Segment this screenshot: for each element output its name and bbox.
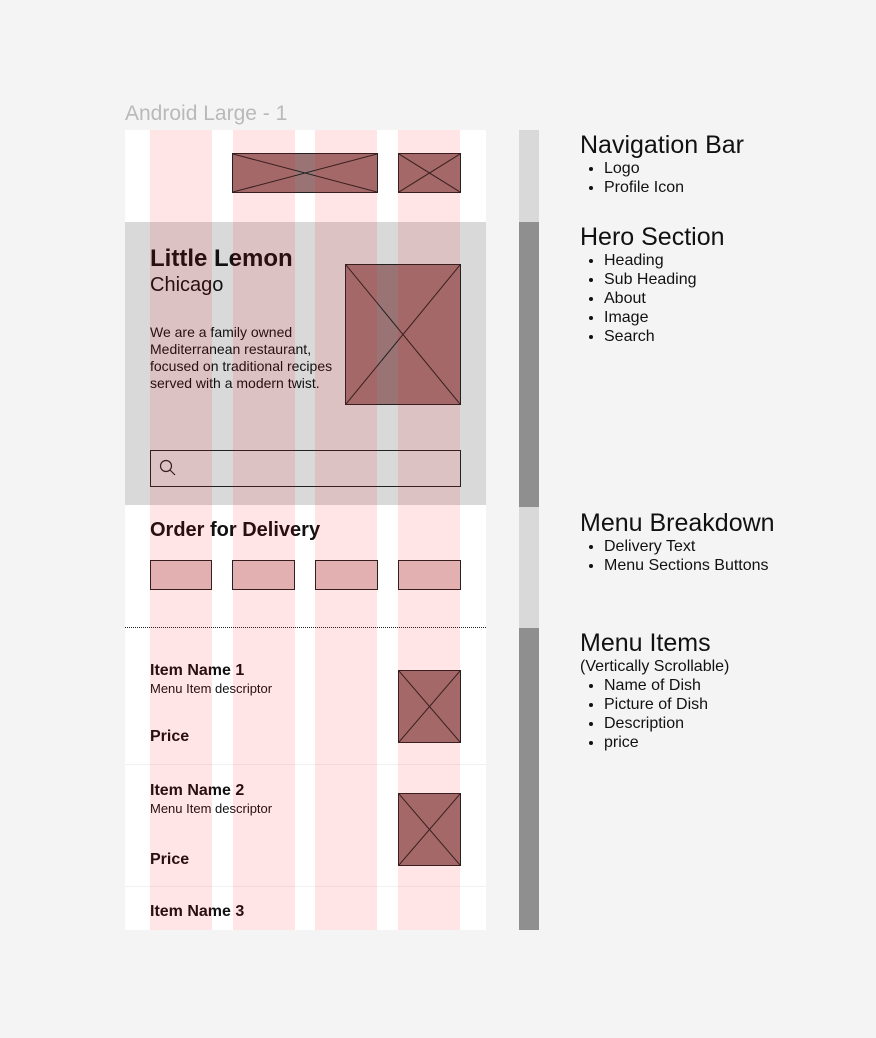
grid-column	[150, 130, 212, 930]
annotation-title: Menu Items	[580, 629, 711, 657]
annotation-list: Delivery Text Menu Sections Buttons	[580, 537, 775, 575]
annotation-bullet: Profile Icon	[604, 178, 744, 197]
annotation-title: Hero Section	[580, 223, 725, 251]
hero-image-placeholder	[345, 264, 461, 405]
annotation-menu-breakdown: Menu Breakdown Delivery Text Menu Sectio…	[580, 509, 775, 575]
menu-section-button[interactable]	[150, 560, 212, 590]
dish-image-placeholder[interactable]	[398, 670, 461, 743]
annotation-bullet: price	[604, 733, 729, 752]
hero-heading: Little Lemon	[150, 245, 293, 272]
dish-image-placeholder[interactable]	[398, 793, 461, 866]
annotation-list: Heading Sub Heading About Image Search	[580, 251, 725, 346]
menu-section-button[interactable]	[398, 560, 461, 590]
annotation-bullet: Menu Sections Buttons	[604, 556, 775, 575]
annotation-navigation-bar: Navigation Bar Logo Profile Icon	[580, 131, 744, 197]
annotation-bullet: Heading	[604, 251, 725, 270]
annotation-bullet: Picture of Dish	[604, 695, 729, 714]
annotation-bullet: Sub Heading	[604, 270, 725, 289]
section-bar-navigation	[519, 130, 539, 222]
item-name: Item Name 2	[150, 782, 245, 799]
annotation-list: Logo Profile Icon	[580, 159, 744, 197]
delivery-text: Order for Delivery	[150, 519, 321, 541]
annotation-title: Menu Breakdown	[580, 509, 775, 537]
logo-placeholder[interactable]	[232, 153, 378, 193]
divider	[125, 627, 486, 628]
item-separator	[125, 886, 486, 887]
annotation-bullet: About	[604, 289, 725, 308]
section-bar-menu-items	[519, 628, 539, 930]
item-price: Price	[150, 728, 190, 745]
annotation-list: Name of Dish Picture of Dish Description…	[580, 676, 729, 752]
menu-section-button[interactable]	[315, 560, 378, 590]
annotation-menu-items: Menu Items (Vertically Scrollable) Name …	[580, 629, 729, 752]
item-descriptor: Menu Item descriptor	[150, 681, 273, 696]
annotation-bullet: Logo	[604, 159, 744, 178]
annotation-hero-section: Hero Section Heading Sub Heading About I…	[580, 223, 725, 346]
annotation-title: Navigation Bar	[580, 131, 744, 159]
annotation-bullet: Name of Dish	[604, 676, 729, 695]
annotation-bullet: Description	[604, 714, 729, 733]
item-name: Item Name 3	[150, 903, 245, 920]
profile-icon-placeholder[interactable]	[398, 153, 461, 193]
annotation-bullet: Delivery Text	[604, 537, 775, 556]
frame-label: Android Large - 1	[125, 102, 288, 125]
grid-column	[233, 130, 295, 930]
item-price: Price	[150, 851, 190, 868]
hero-subheading: Chicago	[150, 274, 224, 296]
annotation-bullet: Image	[604, 308, 725, 327]
menu-section-button[interactable]	[232, 560, 295, 590]
search-icon	[157, 457, 179, 479]
item-name: Item Name 1	[150, 662, 245, 679]
section-bar-menu-breakdown	[519, 507, 539, 628]
search-input[interactable]	[150, 450, 461, 487]
section-bar-hero	[519, 222, 539, 507]
item-separator	[125, 764, 486, 765]
annotation-subtitle: (Vertically Scrollable)	[580, 658, 730, 675]
grid-column	[315, 130, 377, 930]
hero-about: We are a family owned Mediterranean rest…	[150, 324, 333, 391]
annotation-bullet: Search	[604, 327, 725, 346]
mobile-frame: Little Lemon Chicago We are a family own…	[125, 130, 486, 930]
item-descriptor: Menu Item descriptor	[150, 801, 273, 816]
grid-column	[398, 130, 460, 930]
